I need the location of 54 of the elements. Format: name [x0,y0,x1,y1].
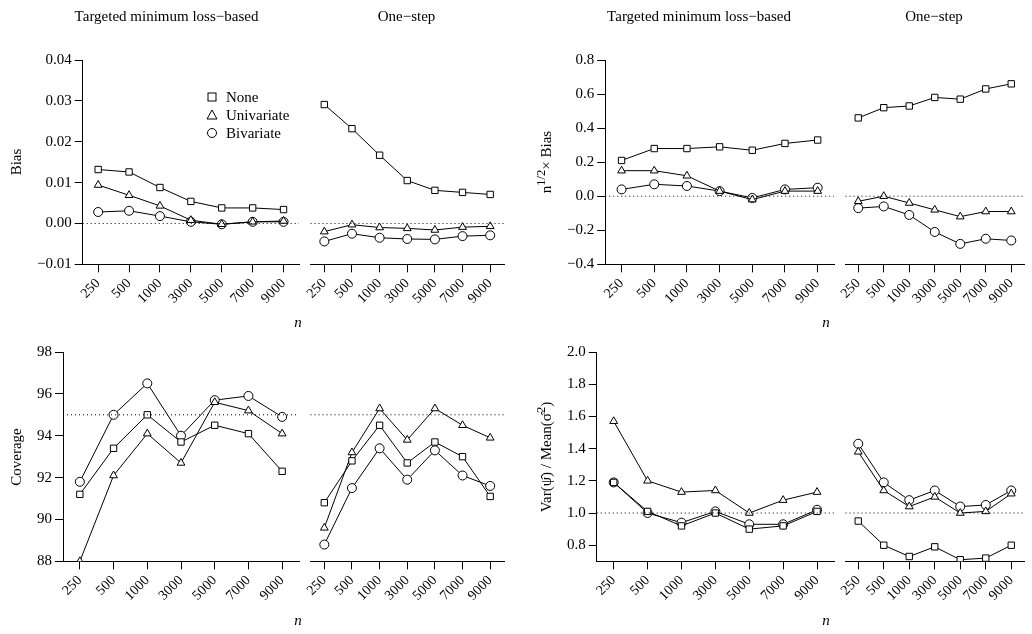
y-tick-label: −0.2 [566,221,595,238]
y-tick-label: 0.6 [575,84,595,101]
x-tick-label: 500 [108,275,134,301]
x-axis-title: n [822,314,830,331]
x-tick-label: 250 [600,275,627,301]
y-tick-label: 0.8 [567,536,586,553]
legend-label: None [226,88,259,106]
x-tick-label: 500 [633,275,659,301]
y-tick-label: 0.04 [45,50,73,67]
y-tick-label: 2.0 [567,342,586,359]
y-tick-label: 94 [37,426,53,443]
y-tick-label: 1.6 [567,407,587,424]
legend-label: Univariate [226,106,290,124]
chart-title: Targeted minimum loss−based [607,7,792,24]
x-tick-label: 250 [303,275,330,301]
chart-title: Targeted minimum loss−based [74,7,259,24]
y-tick-label: 0.4 [575,119,595,136]
y-tick-label: 92 [37,468,52,485]
x-tick-label: 250 [592,572,619,598]
y-axis-title: Coverage [7,427,25,486]
x-tick-label: 500 [331,572,357,598]
x-tick-label: 500 [626,572,653,598]
y-tick-label: 1.2 [567,471,586,488]
y-tick-label: 88 [37,552,52,569]
y-tick-label: 0.02 [45,132,72,149]
y-tick-label: 0.8 [575,50,595,67]
x-tick-label: 250 [77,275,103,301]
y-tick-label: −0.4 [566,255,595,272]
y-tick-label: 0.0 [575,187,595,204]
x-tick-label: 7000 [759,275,790,306]
y-tick-label: 96 [37,384,53,401]
x-tick-label: 250 [837,572,863,598]
x-axis-title: n [294,612,302,629]
x-axis-title: n [294,314,302,331]
y-tick-label: 98 [37,342,52,359]
chart-title: One−step [377,7,436,24]
y-tick-label: 1.4 [567,439,587,456]
y-tick-label: 1.8 [567,375,586,392]
x-tick-label: 250 [303,572,330,598]
x-tick-label: 250 [837,275,863,301]
x-tick-label: 500 [331,275,357,301]
y-axis-title: Bias [7,148,25,176]
x-tick-label: 250 [59,572,85,598]
x-axis-title: n [822,612,830,629]
y-tick-label: 90 [37,510,52,527]
chart-title: One−step [905,7,963,24]
x-tick-label: 500 [92,572,119,598]
y-tick-label: 0.01 [45,173,72,190]
y-tick-label: 0.00 [45,214,72,231]
legend-label: Bivariate [226,124,281,142]
y-tick-label: −0.01 [36,255,72,272]
y-tick-label: 0.03 [45,91,72,108]
y-tick-label: 0.2 [575,153,595,170]
y-tick-label: 1.0 [567,503,586,520]
